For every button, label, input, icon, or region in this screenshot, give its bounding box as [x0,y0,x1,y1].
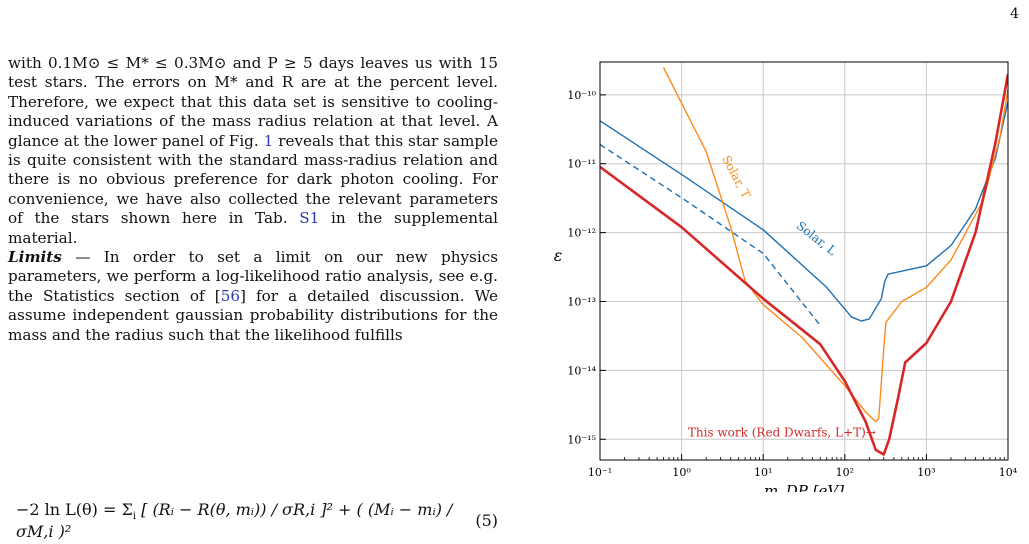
annotation-solar-t: Solar, T [719,153,753,201]
x-axis-label: m_DP [eV] [764,482,844,492]
y-tick-label: 10⁻¹³ [567,296,596,309]
paragraph-limits: Limits — In order to set a limit on our … [8,248,498,345]
x-tick-label: 10⁻¹ [588,466,612,479]
citation-link[interactable]: 56 [220,286,241,305]
para2b-text: ] for a detailed discussion. We assume i… [8,286,498,344]
plot-frame [599,61,1009,461]
equation-number: (5) [475,511,498,531]
x-tick-label: 10² [836,466,854,479]
figure-link[interactable]: 1 [263,131,274,150]
y-axis-label: ε [554,246,563,265]
paragraph-test-stars: with 0.1M⊙ ≤ M* ≤ 0.3M⊙ and P ≥ 5 days l… [8,54,498,248]
y-tick-label: 10⁻¹⁴ [567,364,596,377]
para1b-text: reveals that this star sample is quite c… [8,131,498,228]
annotation-solar-l: Solar, L [794,219,839,259]
page-number: 4 [1010,6,1019,22]
chart-svg: 10⁻¹ 10⁰ 10¹ 10² 10³ 10⁴ 10⁻¹⁵ 10⁻¹⁴ 10⁻¹³ 10⁻¹² 1… [554,61,1018,500]
series-line [600,101,1008,322]
table-link[interactable]: S1 [299,209,320,228]
annotation-this-work: This work (Red Dwarfs, L+T)→ [688,425,876,439]
equation-sum-index: i [132,511,137,523]
body-text-column: with 0.1M⊙ ≤ M* ≤ 0.3M⊙ and P ≥ 5 days l… [8,54,498,345]
x-tick-label: 10⁴ [999,466,1018,479]
dark-photon-limit-figure: 10⁻¹ 10⁰ 10¹ 10² 10³ 10⁴ 10⁻¹⁵ 10⁻¹⁴ 10⁻¹³ 10⁻¹² 1… [540,52,1020,500]
limits-heading: Limits [8,248,62,267]
y-tick-label: 10⁻¹² [567,227,596,240]
limits-sep: — [61,248,104,267]
equation-rhs: [ (Rᵢ − R(θ, mᵢ)) / σR,i ]² + ( (Mᵢ − mᵢ… [16,500,453,542]
para2a-text: In order to set a limit on our new physi… [8,248,499,305]
series-line [600,143,821,326]
y-tick-label: 10⁻¹⁵ [567,433,596,446]
x-tick-label: 10⁰ [672,466,691,479]
x-tick-label: 10³ [917,466,935,479]
y-tick-label: 10⁻¹¹ [567,158,596,171]
series-line [600,73,1008,456]
para1c-text: in the supplemental material. [8,209,499,247]
y-tick-label: 10⁻¹⁰ [567,89,596,102]
equation-lhs: −2 ln L(θ) = Σ [16,500,133,519]
para1-text: with 0.1M⊙ ≤ M* ≤ 0.3M⊙ and P ≥ 5 days l… [8,54,498,150]
series-line [662,67,1008,423]
x-tick-label: 10¹ [754,466,772,479]
equation-5: −2 ln L(θ) = Σi [ (Rᵢ − R(θ, mᵢ)) / σR,i… [8,500,498,541]
